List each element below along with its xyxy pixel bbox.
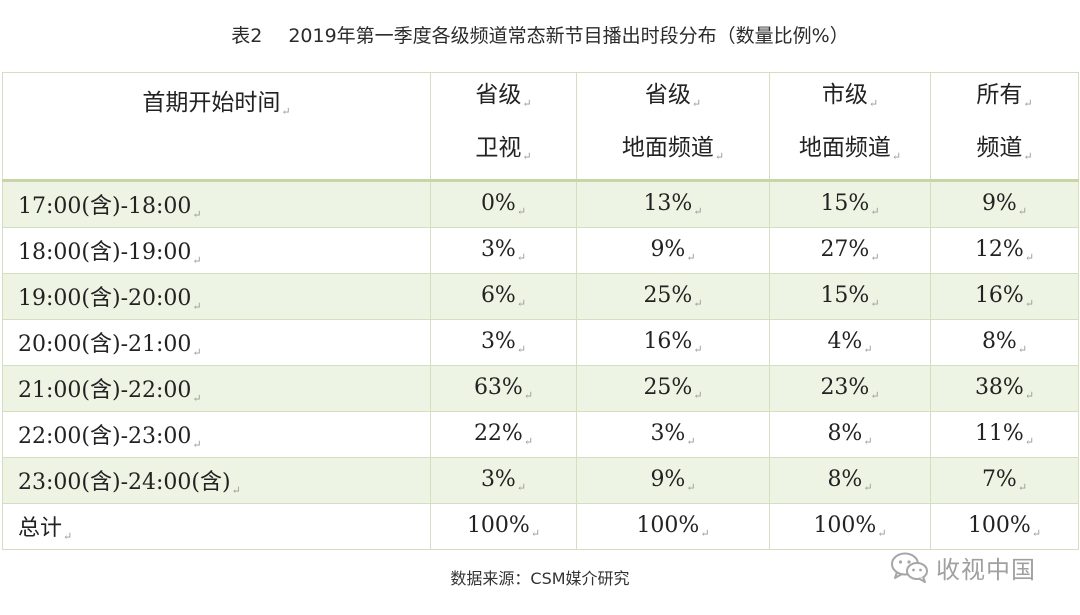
value-cell: 0%↵ — [430, 180, 577, 228]
value-cell: 9%↵ — [576, 227, 770, 274]
column-header-provincial-satellite: 省级↵ 卫视↵ — [430, 72, 577, 182]
table-caption: 表2 2019年第一季度各级频道常态新节目播出时段分布（数量比例%） — [0, 18, 1080, 54]
paragraph-mark-icon: ↵ — [891, 150, 902, 163]
column-header-all-channels: 所有↵ 频道↵ — [930, 72, 1079, 182]
value-cell: 13%↵ — [576, 180, 770, 228]
value-cell: 8%↵ — [769, 411, 931, 458]
value-cell: 100%↵ — [769, 503, 931, 550]
time-slot-cell: 18:00(含)-19:00↵ — [2, 227, 431, 274]
time-slot-cell: 20:00(含)-21:00↵ — [2, 319, 431, 366]
table-row: 22:00(含)-23:00↵ 22%↵ 3%↵ 8%↵ 11%↵ — [2, 411, 1079, 458]
table-number: 表2 — [231, 25, 263, 47]
value-cell: 11%↵ — [930, 411, 1079, 458]
value-cell: 12%↵ — [930, 227, 1079, 274]
time-slot-cell: 19:00(含)-20:00↵ — [2, 273, 431, 320]
value-cell: 22%↵ — [430, 411, 577, 458]
value-cell: 100%↵ — [576, 503, 770, 550]
value-cell: 25%↵ — [576, 365, 770, 412]
value-cell: 23%↵ — [769, 365, 931, 412]
total-row: 总计↵ 100%↵ 100%↵ 100%↵ 100%↵ — [2, 503, 1079, 550]
table-row: 18:00(含)-19:00↵ 3%↵ 9%↵ 27%↵ 12%↵ — [2, 227, 1079, 274]
value-cell: 4%↵ — [769, 319, 931, 366]
paragraph-mark-icon: ↵ — [714, 150, 725, 163]
paragraph-mark-icon: ↵ — [281, 105, 291, 118]
value-cell: 25%↵ — [576, 273, 770, 320]
wechat-icon — [891, 552, 928, 583]
time-slot-distribution-table: 首期开始时间↵ 省级↵ 卫视↵ 省级↵ 地面频道↵ 市级↵ 地面频道↵ 所有↵ … — [2, 72, 1079, 550]
paragraph-mark-icon: ↵ — [1023, 97, 1033, 110]
value-cell: 9%↵ — [930, 180, 1079, 228]
value-cell: 16%↵ — [576, 319, 770, 366]
watermark-text: 收视中国 — [936, 555, 1036, 584]
watermark: 收视中国 — [890, 547, 1070, 587]
value-cell: 3%↵ — [576, 411, 770, 458]
value-cell: 3%↵ — [430, 457, 577, 504]
table-row: 17:00(含)-18:00↵ 0%↵ 13%↵ 15%↵ 9%↵ — [2, 180, 1079, 228]
paragraph-mark-icon: ↵ — [1023, 150, 1033, 163]
header-row: 首期开始时间↵ 省级↵ 卫视↵ 省级↵ 地面频道↵ 市级↵ 地面频道↵ 所有↵ … — [2, 72, 1079, 182]
table-row: 20:00(含)-21:00↵ 3%↵ 16%↵ 4%↵ 8%↵ — [2, 319, 1079, 366]
value-cell: 6%↵ — [430, 273, 577, 320]
paragraph-mark-icon: ↵ — [868, 97, 879, 110]
column-header-city-terrestrial: 市级↵ 地面频道↵ — [769, 72, 931, 182]
table-title: 2019年第一季度各级频道常态新节目播出时段分布（数量比例%） — [288, 25, 849, 47]
value-cell: 38%↵ — [930, 365, 1079, 412]
value-cell: 9%↵ — [576, 457, 770, 504]
value-cell: 15%↵ — [769, 180, 931, 228]
time-slot-cell: 22:00(含)-23:00↵ — [2, 411, 431, 458]
time-slot-cell: 21:00(含)-22:00↵ — [2, 365, 431, 412]
value-cell: 7%↵ — [930, 457, 1079, 504]
paragraph-mark-icon: ↵ — [522, 150, 532, 163]
data-source-note: 数据来源：CSM媒介研究 — [450, 569, 630, 588]
total-label-cell: 总计↵ — [2, 503, 431, 550]
time-slot-cell: 17:00(含)-18:00↵ — [2, 180, 431, 228]
value-cell: 27%↵ — [769, 227, 931, 274]
value-cell: 63%↵ — [430, 365, 577, 412]
time-slot-cell: 23:00(含)-24:00(含)↵ — [2, 457, 431, 504]
value-cell: 3%↵ — [430, 227, 577, 274]
table-row: 21:00(含)-22:00↵ 63%↵ 25%↵ 23%↵ 38%↵ — [2, 365, 1079, 412]
column-header-provincial-terrestrial: 省级↵ 地面频道↵ — [576, 72, 770, 182]
value-cell: 15%↵ — [769, 273, 931, 320]
column-header-start-time: 首期开始时间↵ — [2, 72, 431, 182]
table-row: 23:00(含)-24:00(含)↵ 3%↵ 9%↵ 8%↵ 7%↵ — [2, 457, 1079, 504]
value-cell: 100%↵ — [430, 503, 577, 550]
paragraph-mark-icon: ↵ — [522, 97, 532, 110]
paragraph-mark-icon: ↵ — [691, 97, 702, 110]
value-cell: 100%↵ — [930, 503, 1079, 550]
value-cell: 8%↵ — [930, 319, 1079, 366]
value-cell: 16%↵ — [930, 273, 1079, 320]
value-cell: 3%↵ — [430, 319, 577, 366]
value-cell: 8%↵ — [769, 457, 931, 504]
table-row: 19:00(含)-20:00↵ 6%↵ 25%↵ 15%↵ 16%↵ — [2, 273, 1079, 320]
